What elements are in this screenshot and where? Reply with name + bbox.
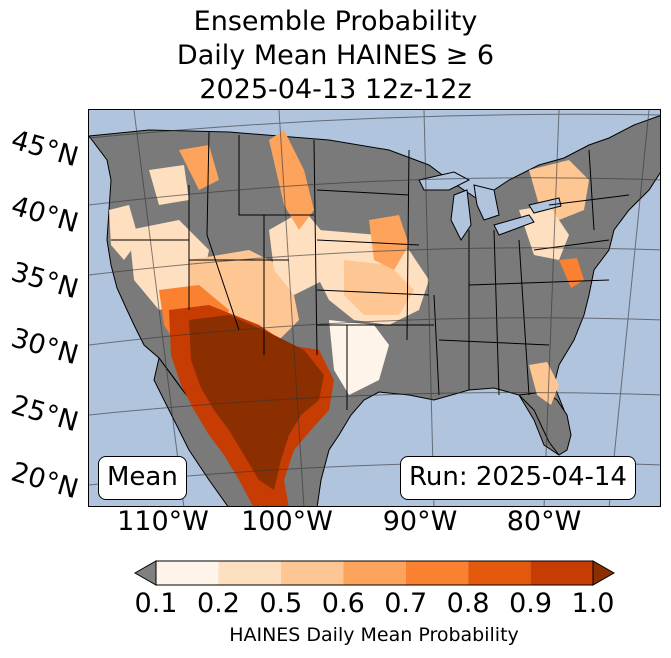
colorbar-label: HAINES Daily Mean Probability: [229, 624, 519, 646]
lon-label-110: 110°W: [117, 506, 209, 537]
lon-label-100: 100°W: [241, 506, 333, 537]
lon-label-90: 90°W: [382, 506, 458, 537]
lon-label-80: 80°W: [506, 506, 582, 537]
colorbar-bin-4: [405, 561, 469, 585]
lat-label-30: 30°N: [7, 322, 82, 372]
run-date-label: Run: 2025-04-14: [400, 456, 636, 500]
colorbar-bin-5: [468, 561, 531, 585]
colorbar-over-arrow: [592, 560, 616, 586]
colorbar-bin-6: [530, 561, 593, 585]
colorbar-tick-2: 0.5: [259, 588, 303, 619]
lat-label-20: 20°N: [7, 456, 82, 506]
lat-label-35: 35°N: [7, 256, 82, 306]
lat-label-40: 40°N: [7, 190, 82, 240]
colorbar-tick-7: 1.0: [571, 588, 615, 619]
colorbar-bin-2: [280, 561, 344, 585]
great-lakes: [418, 171, 562, 241]
colorbar-tick-4: 0.7: [384, 588, 428, 619]
colorbar-tick-3: 0.6: [321, 588, 365, 619]
colorbar-bin-1: [218, 561, 281, 585]
colorbar-bin-0: [156, 561, 219, 585]
lat-label-25: 25°N: [7, 389, 82, 439]
colorbar-tick-6: 0.9: [509, 588, 553, 619]
colorbar-under-arrow: [134, 560, 157, 586]
title-line-2: Daily Mean HAINES ≥ 6: [176, 40, 495, 71]
colorbar-tick-0: 0.1: [134, 588, 178, 619]
colorbar-bin-3: [343, 561, 406, 585]
title-line-1: Ensemble Probability: [193, 6, 478, 37]
colorbar-tick-1: 0.2: [196, 588, 240, 619]
map-canvas: [89, 110, 660, 506]
lat-label-45: 45°N: [7, 124, 82, 174]
mean-label: Mean: [98, 456, 187, 500]
colorbar-frame: [155, 560, 594, 586]
probability-map: [88, 109, 661, 507]
title-line-3: 2025-04-13 12z-12z: [199, 74, 472, 105]
colorbar: [134, 560, 616, 586]
colorbar-tick-5: 0.8: [446, 588, 490, 619]
probability-shading: [109, 130, 589, 506]
